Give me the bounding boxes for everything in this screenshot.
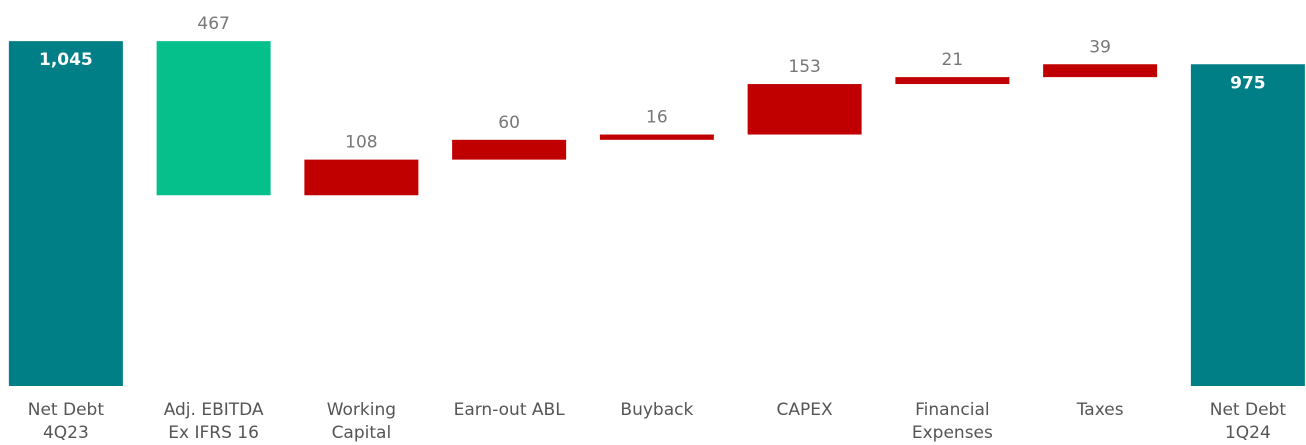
- bar: [156, 41, 271, 196]
- x-tick-label: CAPEX: [777, 400, 833, 420]
- x-tick-label: Net Debt: [28, 400, 105, 420]
- value-label: 467: [197, 14, 229, 34]
- x-tick-label: 4Q23: [43, 423, 89, 443]
- bar: [599, 134, 714, 140]
- x-tick-label: Buyback: [620, 400, 693, 420]
- x-tick-label: Ex IFRS 16: [168, 423, 259, 443]
- bar: [452, 139, 567, 160]
- value-label: 60: [498, 113, 520, 133]
- value-label: 153: [788, 57, 820, 77]
- bar: [1190, 64, 1305, 386]
- value-label: 1,045: [39, 50, 93, 70]
- value-label: 21: [942, 50, 964, 70]
- x-tick-label: Taxes: [1076, 400, 1124, 420]
- x-tick-label: Financial: [915, 400, 989, 420]
- value-label: 16: [646, 108, 668, 128]
- x-tick-label: Expenses: [912, 423, 993, 443]
- x-tick-label: Adj. EBITDA: [164, 400, 264, 420]
- x-tick-label: Working: [327, 400, 396, 420]
- x-tick-label: 1Q24: [1225, 423, 1271, 443]
- x-tick-label: Earn-out ABL: [454, 400, 566, 420]
- bar: [304, 159, 419, 196]
- value-label: 39: [1089, 37, 1111, 57]
- bar: [895, 77, 1010, 85]
- x-tick-label: Capital: [332, 423, 392, 443]
- bar: [8, 41, 123, 387]
- value-label: 108: [345, 133, 377, 153]
- value-label: 975: [1230, 73, 1266, 93]
- bar: [747, 84, 862, 135]
- x-tick-label: Net Debt: [1210, 400, 1287, 420]
- bar: [1043, 64, 1158, 78]
